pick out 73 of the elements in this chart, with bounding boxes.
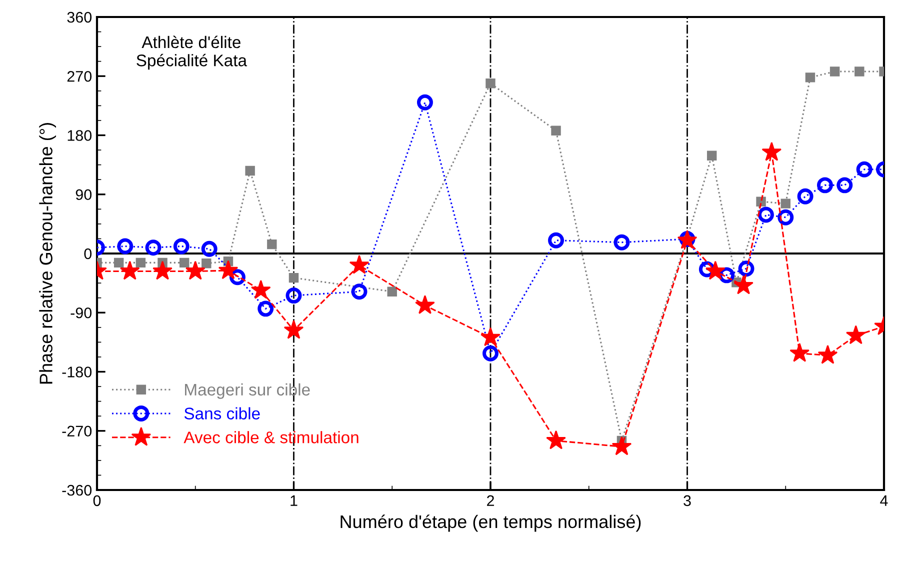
point [780, 198, 790, 208]
point [480, 327, 500, 346]
y-axis-title: Phase relative Genou-hanche (°) [39, 123, 56, 384]
point [201, 240, 218, 257]
point [145, 240, 162, 256]
point [267, 239, 277, 250]
point [758, 206, 774, 223]
legend-label: Avec cible & stimulation [184, 431, 358, 444]
point [486, 78, 496, 88]
point [548, 232, 564, 248]
point [114, 258, 124, 268]
point [698, 261, 715, 278]
point [415, 294, 435, 314]
point [482, 345, 498, 362]
point [778, 209, 794, 226]
point [416, 94, 433, 110]
point [218, 260, 238, 280]
point [734, 275, 754, 294]
point [250, 280, 271, 299]
point [816, 177, 833, 194]
point [245, 166, 255, 176]
point [288, 272, 299, 283]
y-tick-label: -270 [62, 426, 92, 437]
point [349, 254, 370, 274]
point [152, 260, 172, 280]
point [856, 161, 872, 178]
y-tick-label: -180 [62, 366, 92, 378]
point [284, 320, 304, 339]
x-tick-label: 2 [487, 495, 494, 506]
y-tick-label: 180 [68, 130, 92, 141]
point [762, 142, 782, 161]
point [202, 258, 212, 268]
y-tick-label: -360 [62, 484, 92, 496]
point [706, 150, 717, 160]
point [258, 300, 274, 317]
y-tick-label: 90 [76, 189, 92, 200]
point [612, 436, 632, 456]
point [854, 66, 864, 76]
x-tick-label: 1 [290, 495, 298, 506]
point [738, 260, 754, 277]
y-tick-label: -90 [70, 307, 92, 318]
point [705, 260, 726, 280]
point [229, 269, 246, 286]
point [830, 66, 840, 76]
point [173, 238, 190, 254]
annotation: Athlète d'élite Spécialité Kata [136, 36, 248, 70]
point [790, 342, 810, 362]
x-tick-label: 3 [684, 495, 691, 506]
y-tick-label: 0 [84, 248, 92, 260]
x-tick-label: 0 [93, 495, 101, 506]
point [718, 267, 735, 284]
point [117, 238, 134, 254]
x-tick-label: 4 [880, 495, 888, 506]
point [805, 72, 816, 82]
y-tick-label: 270 [67, 70, 92, 82]
point [120, 260, 140, 280]
point [846, 325, 866, 344]
point [818, 344, 838, 364]
point [185, 260, 206, 280]
point [551, 126, 561, 136]
legend-label: Sans cible [184, 407, 260, 420]
point [836, 177, 853, 194]
point [546, 430, 566, 450]
point [797, 188, 814, 204]
point [614, 234, 630, 250]
point [286, 288, 302, 304]
y-tick-label: 360 [67, 12, 92, 23]
legend-label: Maegeri sur cible [185, 383, 310, 399]
point [351, 284, 368, 300]
point [387, 286, 397, 296]
x-axis-title: Numéro d'étape (en temps normalisé) [340, 514, 641, 532]
point [136, 258, 146, 268]
point [179, 258, 190, 268]
